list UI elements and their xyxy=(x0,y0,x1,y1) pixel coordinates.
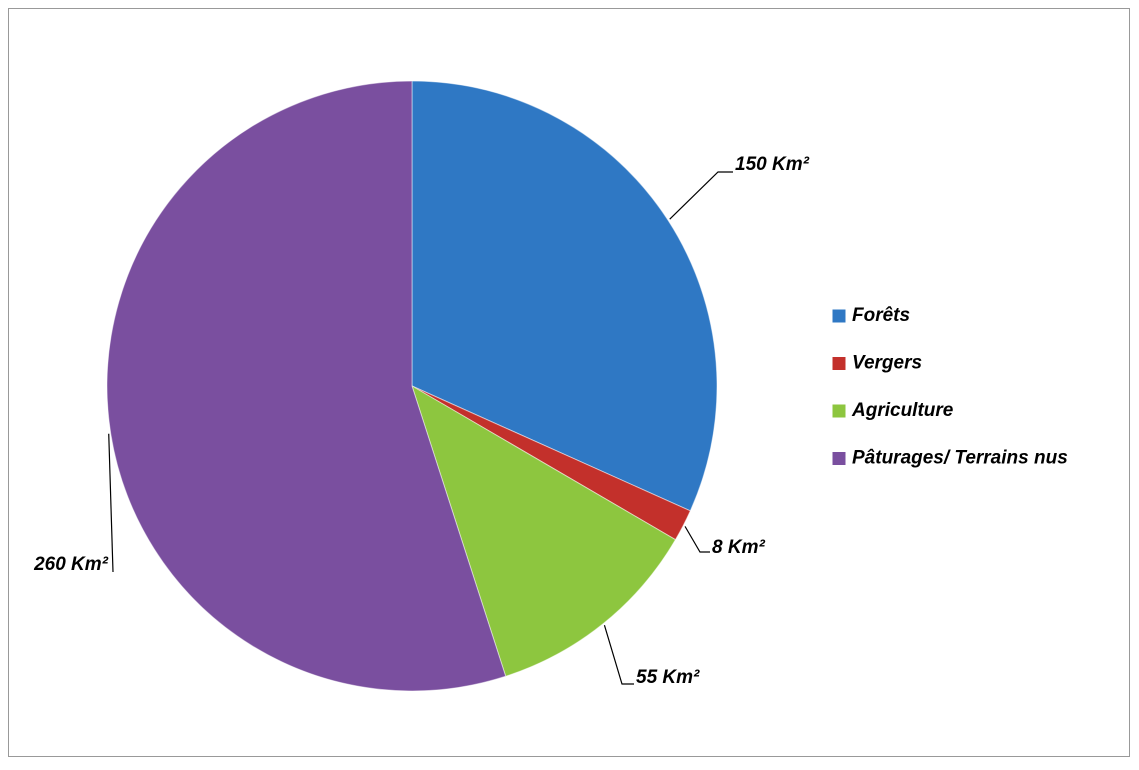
legend-swatch xyxy=(831,308,847,324)
legend-swatch xyxy=(831,356,847,371)
legend-label: Vergers xyxy=(852,353,922,374)
data-label: 55 Km² xyxy=(636,667,700,688)
legend-swatch xyxy=(831,451,847,466)
pie-slice xyxy=(411,80,718,512)
data-label: 150 Km² xyxy=(735,154,810,175)
leader-line xyxy=(684,526,710,553)
data-label: 8 Km² xyxy=(712,537,765,558)
pie-slice xyxy=(411,384,677,677)
legend-swatch xyxy=(831,403,847,419)
legend-label: Forêts xyxy=(852,305,910,326)
leader-line xyxy=(108,433,114,573)
leader-line xyxy=(603,625,634,685)
data-label: 260 Km² xyxy=(33,554,109,575)
pie-slice xyxy=(106,80,507,692)
legend-label: Pâturages/ Terrains nus xyxy=(852,448,1068,469)
leader-line xyxy=(669,171,733,220)
legend-label: Agriculture xyxy=(851,400,954,421)
